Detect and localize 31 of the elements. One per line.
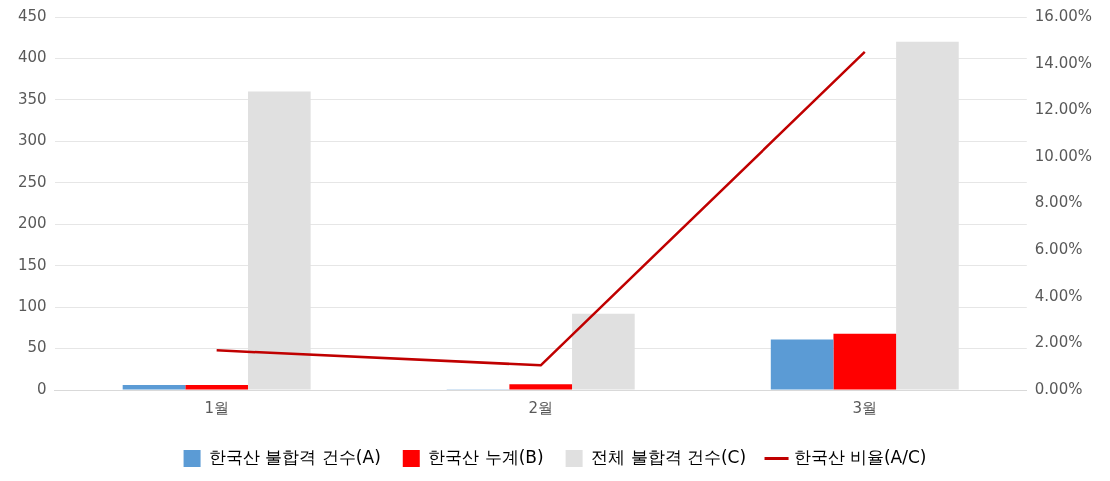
y-tick-label: 50	[27, 338, 47, 357]
y2-tick-label: 10.00%	[1034, 146, 1093, 165]
bar	[833, 333, 897, 390]
y-tick-label: 400	[17, 48, 47, 67]
bar	[509, 384, 573, 390]
y2-tick-label: 12.00%	[1034, 100, 1093, 119]
legend-label: 한국산 불합격 건수(A)	[209, 446, 381, 467]
y2-tick-label: 2.00%	[1034, 333, 1083, 352]
x-tick-label: 1월	[204, 398, 229, 417]
legend-label: 전체 불합격 건수(C)	[591, 446, 747, 467]
x-tick-label: 3월	[852, 398, 878, 417]
y2-tick-label: 14.00%	[1034, 53, 1093, 72]
legend-label: 한국산 비율(A/C)	[793, 446, 927, 467]
y2-tick-label: 16.00%	[1034, 6, 1093, 25]
y-tick-label: 0	[37, 379, 47, 398]
y-tick-label: 450	[17, 6, 47, 25]
y-tick-label: 300	[17, 131, 47, 150]
y2-tick-label: 0.00%	[1034, 379, 1083, 398]
bar	[185, 385, 248, 390]
y-tick-label: 250	[17, 172, 47, 191]
y-tick-label: 100	[17, 297, 47, 315]
y-tick-label: 200	[17, 214, 47, 233]
x-tick-label: 2월	[528, 398, 553, 417]
y2-tick-label: 4.00%	[1034, 286, 1083, 305]
bar	[122, 385, 186, 390]
y-tick-label: 150	[17, 255, 47, 274]
y-tick-label: 350	[17, 89, 47, 108]
legend-label: 한국산 누계(B)	[428, 446, 544, 467]
y2-tick-label: 8.00%	[1034, 193, 1083, 212]
y2-tick-label: 6.00%	[1034, 240, 1083, 259]
bar	[770, 339, 834, 390]
